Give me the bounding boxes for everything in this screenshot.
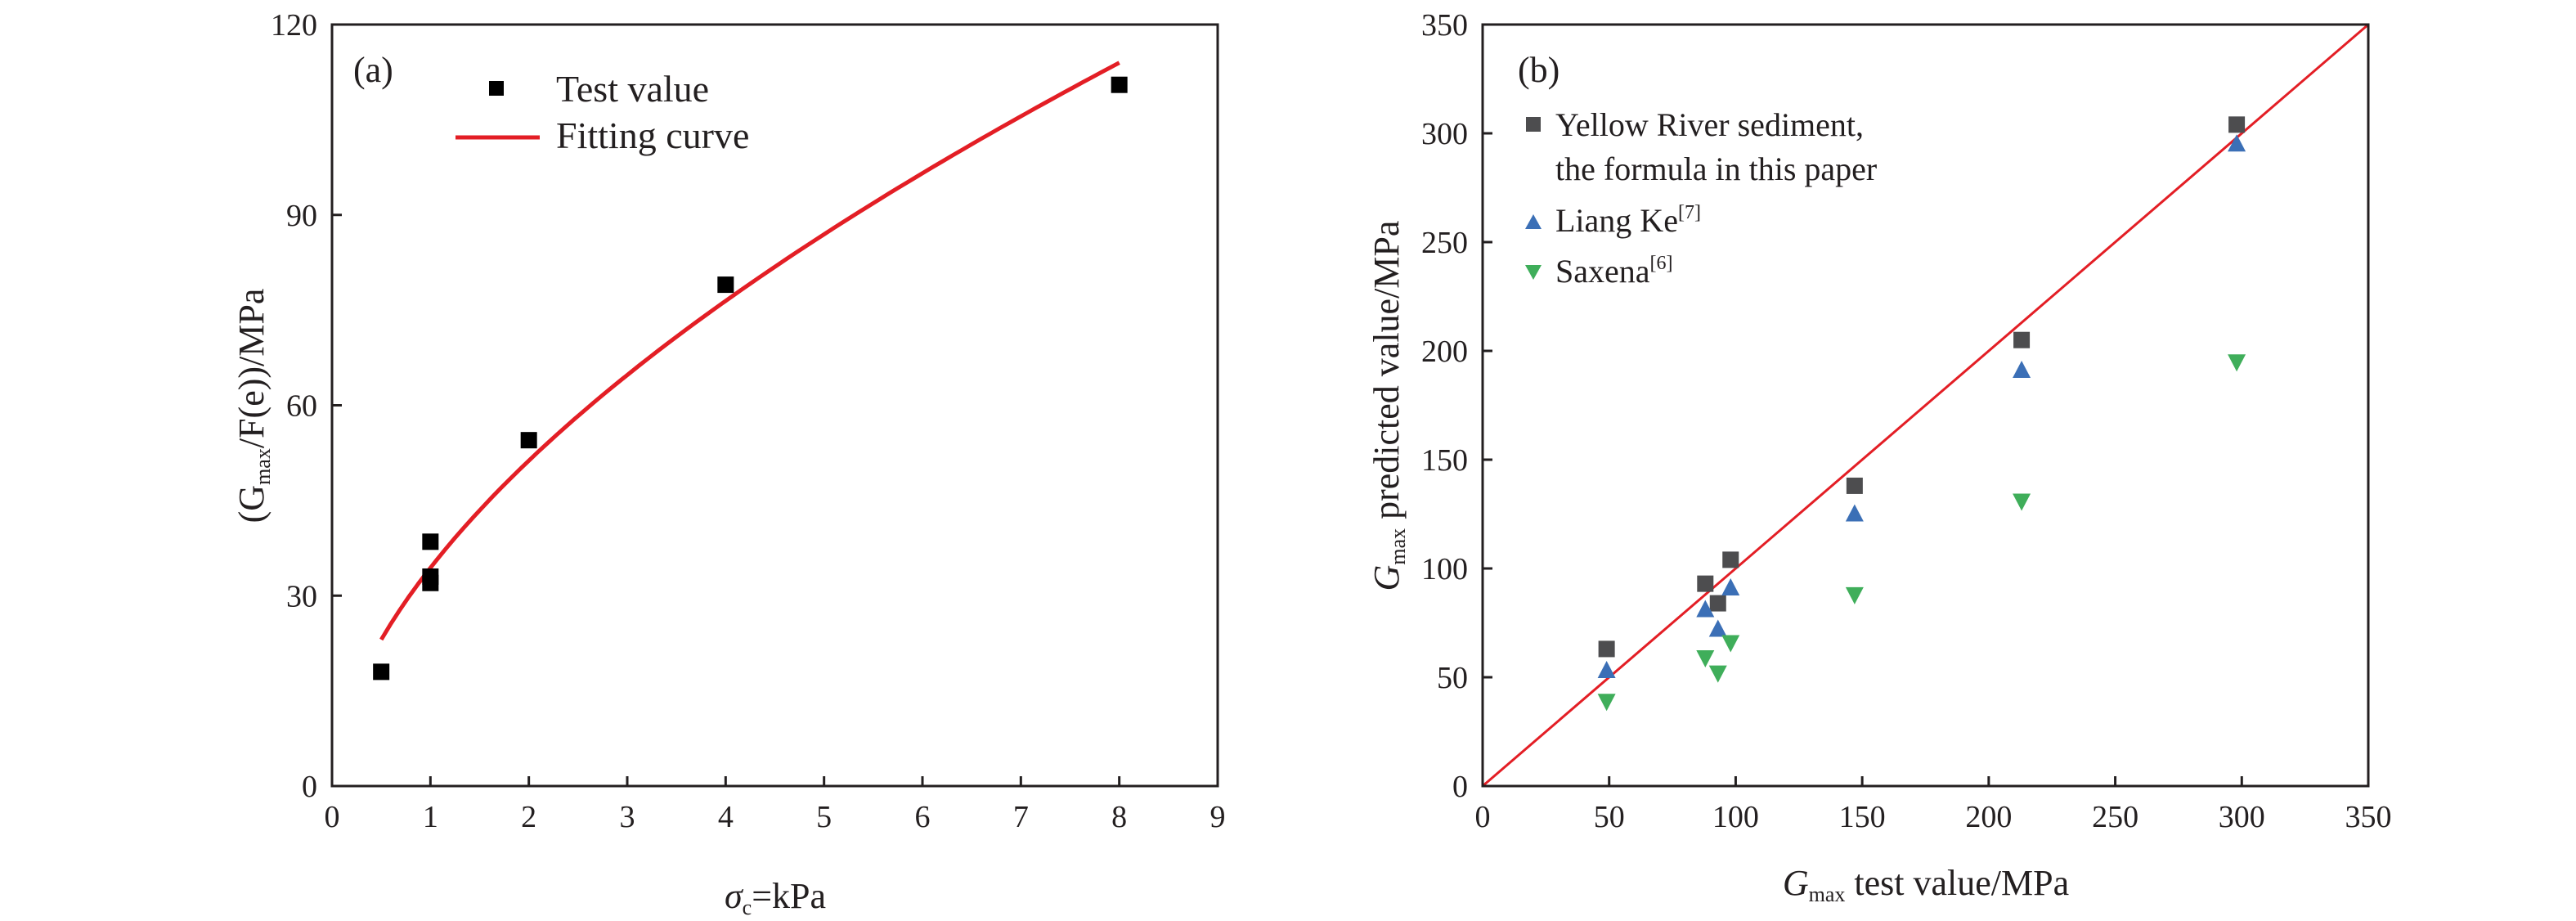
chart-b-panel-label: (b) [1518,50,1560,90]
chart-b-y-tick-label: 50 [1437,661,1468,695]
chart-a-x-axis-label: σc=kPa [725,876,826,919]
chart-b-x-axis-label: Gmax test value/MPa [1783,863,2069,906]
chart-a-panel-label: (a) [353,50,393,90]
chart-b-y-tick-label: 300 [1421,117,1468,151]
chart-b-y-tick-label: 350 [1421,8,1468,43]
chart-b-ticks: 0 50 100 150 200 250 300 350 0 50 100 150 200 250 300 3… [1421,8,2392,834]
saxena-point [1696,650,1715,668]
chart-a-x-tick-label: 8 [1111,800,1127,834]
saxena-point [1597,694,1616,712]
yellow-river-point [1598,640,1615,658]
chart-b-y-tick-label: 200 [1421,335,1468,369]
chart-b-legend: Yellow River sediment, the formula in th… [1525,106,1877,290]
chart-b-y-axis-label: Gmax predicted value/MPa [1367,221,1410,591]
chart-b-marks [1482,23,2369,788]
chart-a-x-tick-label: 4 [718,800,734,834]
legend-a-fitting-curve-label: Fitting curve [556,115,749,156]
yellow-river-point [2013,331,2031,348]
saxena-point [1708,665,1727,683]
liang-ke-point [1708,619,1727,637]
chart-a-x-tick-label: 5 [816,800,832,834]
chart-b-x-tick-label: 200 [1965,800,2012,834]
legend-a-test-value-marker [489,81,504,96]
chart-a-y-axis-label: (Gmax/F(e))/MPa [231,289,275,523]
chart-a-x-tick-label: 7 [1013,800,1029,834]
legend-b-saxena-label: Saxena[6] [1555,253,1673,290]
legend-b-liang-ke-marker [1525,214,1542,229]
chart-a-x-tick-label: 3 [620,800,635,834]
chart-b-x-tick-label: 50 [1594,800,1625,834]
chart-a-y-tick-label: 90 [286,199,317,233]
legend-b-yellow-river-label-line2: the formula in this paper [1555,151,1877,187]
yellow-river-point [1722,551,1739,568]
chart-a-x-tick-label: 2 [521,800,536,834]
liang-ke-point [1845,504,1864,522]
chart-a-legend: Test value Fitting curve [456,68,749,156]
chart-b-y-tick-label: 100 [1421,552,1468,586]
test-value-point [717,276,734,294]
liang-ke-point [2013,360,2031,378]
test-value-point [422,533,439,550]
liang-ke-point [2228,134,2246,152]
yellow-river-point [1709,595,1726,612]
chart-b-x-tick-label: 350 [2345,800,2392,834]
yellow-river-point [1846,477,1863,494]
test-value-point [373,663,390,681]
chart-b-x-tick-label: 150 [1839,800,1886,834]
chart-a-x-tick-label: 1 [423,800,438,834]
chart-a-x-tick-label: 9 [1210,800,1226,834]
liang-ke-point [1721,577,1740,595]
test-value-point [1111,76,1128,93]
chart-a-y-tick-label: 60 [286,389,317,424]
saxena-point [1845,586,1864,604]
chart-b-y-tick-label: 250 [1421,226,1468,260]
chart-a-y-tick-label: 0 [302,770,317,804]
chart-a-x-tick-label: 0 [325,800,340,834]
chart-b-plot-frame [1481,23,2370,788]
legend-a-test-value-label: Test value [556,68,709,110]
liang-ke-point [1696,600,1715,618]
chart-a-y-tick-label: 120 [271,8,317,43]
chart-b-x-tick-label: 0 [1475,800,1491,834]
saxena-point [2013,493,2031,511]
test-value-point [520,432,537,449]
chart-b-x-tick-label: 300 [2219,800,2265,834]
chart-a-x-tick-label: 6 [915,800,931,834]
chart-b-y-tick-label: 0 [1452,770,1468,804]
fitting-curve [379,61,1120,641]
test-value-point [422,574,439,591]
legend-b-yellow-river-label-line1: Yellow River sediment, [1555,106,1864,143]
chart-b: 0 50 100 150 200 250 300 350 0 50 100 150 200 250 300 3… [1367,8,2392,906]
legend-b-liang-ke-label: Liang Ke[7] [1555,202,1701,239]
saxena-point [1721,635,1740,653]
chart-a-marks [373,61,1128,681]
saxena-point [2228,354,2246,372]
chart-b-x-tick-label: 100 [1712,800,1759,834]
chart-b-x-tick-label: 250 [2092,800,2138,834]
legend-b-saxena-marker [1525,265,1542,280]
reference-line-y-equals-x [1482,23,2369,788]
yellow-river-point [2228,116,2246,133]
chart-b-y-tick-label: 150 [1421,443,1468,478]
chart-a-y-tick-label: 30 [286,579,317,613]
yellow-river-point [1697,575,1714,592]
legend-b-yellow-river-marker [1526,117,1541,132]
liang-ke-point [1597,661,1616,679]
